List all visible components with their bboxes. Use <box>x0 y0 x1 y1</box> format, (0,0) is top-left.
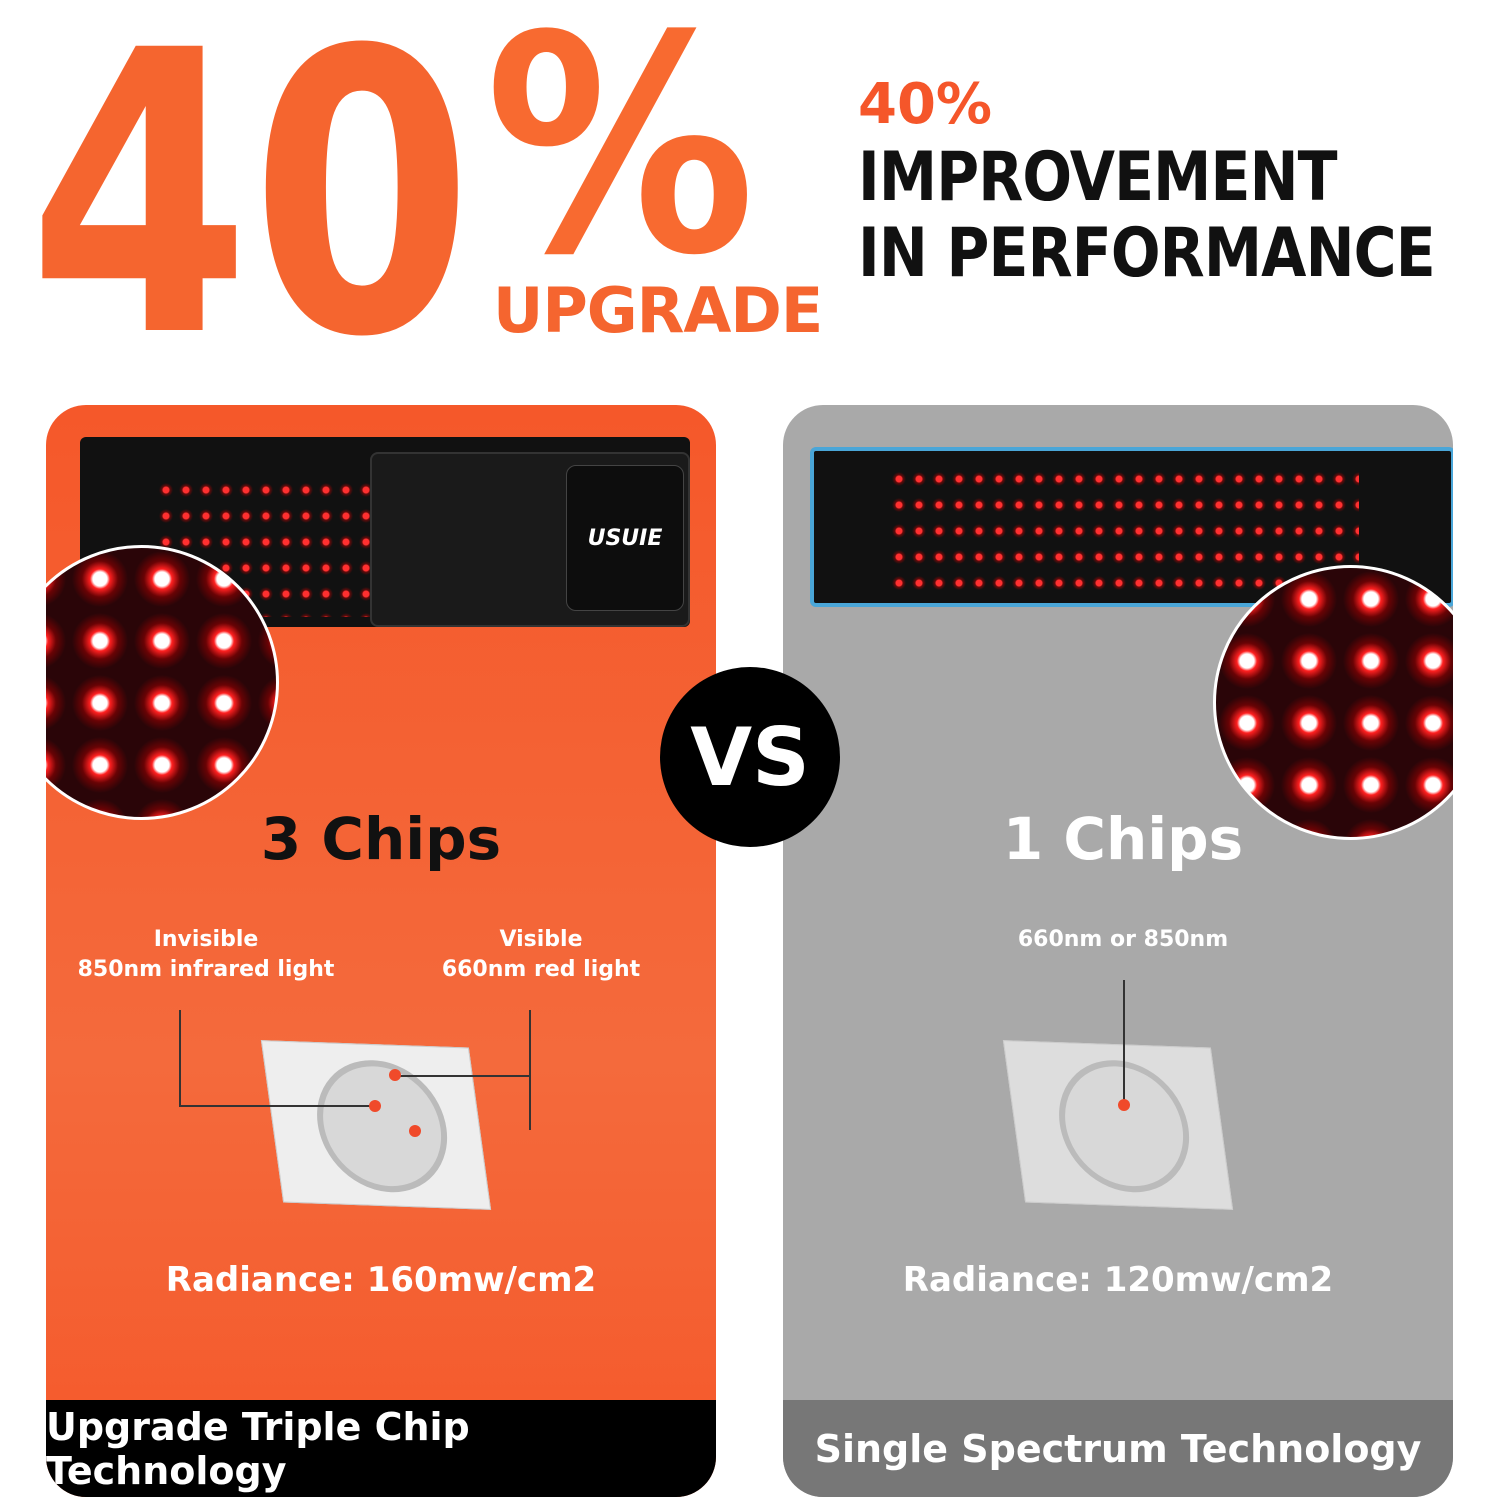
big-percent-sign: % <box>485 0 756 321</box>
improvement-percent: 40% <box>858 72 993 137</box>
vs-badge: VS <box>660 667 840 847</box>
chip-count: 3 Chips <box>260 805 502 873</box>
big-percent-number: 40 <box>28 0 474 422</box>
single-chip-image <box>1002 1040 1234 1210</box>
infrared-label: Invisible 850nm infrared light <box>77 927 335 982</box>
led-magnifier <box>1213 565 1453 840</box>
led-magnifier <box>46 545 279 820</box>
single-chip-card: 1 Chips 660nm or 850nm Radiance: 120mw/c… <box>783 405 1453 1497</box>
headline-line2: IN PERFORMANCE <box>858 214 1436 293</box>
chip-count: 1 Chips <box>1002 805 1244 873</box>
radiance-value: Radiance: 120mw/cm2 <box>902 1260 1334 1300</box>
radiance-value: Radiance: 160mw/cm2 <box>165 1260 597 1300</box>
footer-band: Single Spectrum Technology <box>783 1400 1453 1497</box>
led-grid <box>889 466 1359 596</box>
upgrade-label: UPGRADE <box>493 274 823 347</box>
footer-band: Upgrade Triple Chip Technology <box>46 1400 716 1497</box>
brand-logo: USUIE <box>587 525 663 551</box>
triple-chip-image <box>260 1040 492 1210</box>
three-chip-card: USUIE 3 Chips Invisible 850nm infrared li… <box>46 405 716 1497</box>
wavelength-label: 660nm or 850nm <box>1017 927 1229 952</box>
headline-line1: IMPROVEMENT <box>858 138 1338 217</box>
red-light-label: Visible 660nm red light <box>441 927 641 982</box>
belt-image: USUIE <box>80 437 690 627</box>
